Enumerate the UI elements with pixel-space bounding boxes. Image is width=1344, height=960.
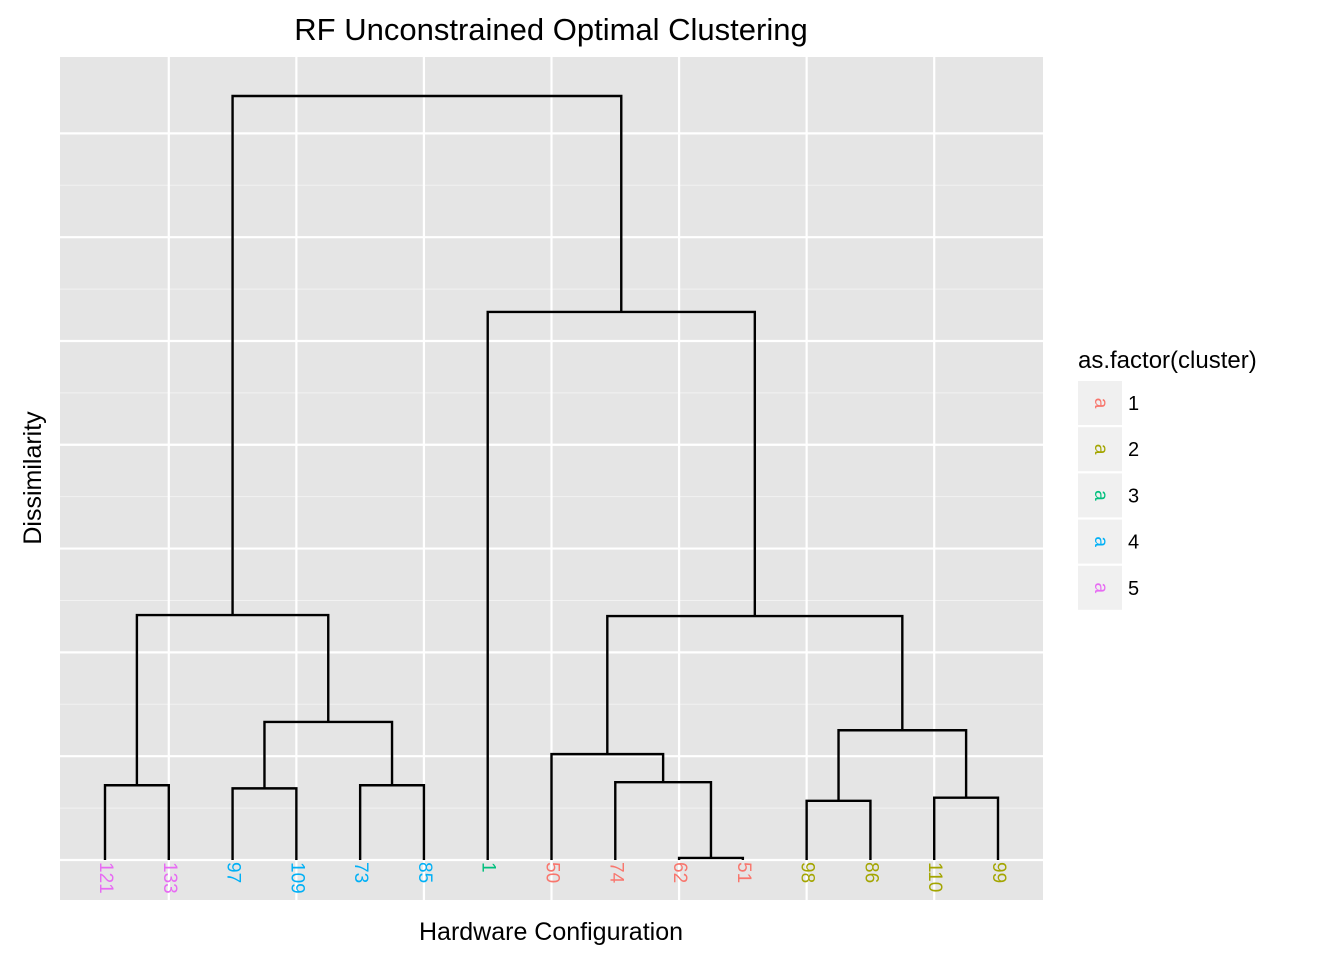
legend-key	[1078, 381, 1122, 425]
leaf-label: 73	[350, 862, 371, 883]
legend-glyph: a	[1090, 444, 1111, 455]
leaf-label: 85	[414, 862, 435, 883]
leaf-label: 121	[95, 862, 116, 894]
legend-items: a 1a 2a 3a 4a 5	[1078, 381, 1139, 610]
legend-key	[1078, 565, 1122, 610]
leaf-label: 74	[605, 862, 626, 884]
leaf-label: 97	[223, 862, 244, 883]
chart-title: RF Unconstrained Optimal Clustering	[294, 12, 807, 47]
legend-key	[1078, 473, 1122, 518]
leaf-label: 99	[988, 862, 1009, 883]
dendrogram-links	[103, 94, 1000, 860]
legend-key	[1078, 427, 1122, 472]
legend-glyph: a	[1090, 398, 1111, 409]
legend-glyph: a	[1090, 536, 1111, 547]
leaf-label: 110	[924, 862, 945, 892]
leaf-label: 50	[541, 862, 562, 883]
legend-glyph: a	[1090, 583, 1111, 594]
leaf-label: 1	[478, 862, 499, 873]
leaf-label: 109	[286, 862, 307, 894]
legend-glyph: a	[1090, 490, 1111, 501]
leaf-label: 133	[159, 862, 180, 894]
legend: as.factor(cluster) a 1a 2a 3a 4a 5	[1078, 347, 1257, 610]
x-axis-title: Hardware Configuration	[419, 918, 683, 946]
legend-label: 3	[1128, 485, 1139, 507]
leaf-label: 62	[669, 862, 690, 883]
leaf-label: 51	[733, 862, 754, 883]
legend-key	[1078, 519, 1122, 564]
leaf-label: 98	[797, 862, 818, 883]
leaf-labels: 121 133 97 109 73 85 1 50 74 62 51 98 86 110 99	[95, 862, 1009, 894]
legend-label: 5	[1128, 578, 1139, 600]
legend-label: 1	[1128, 393, 1139, 415]
leaf-label: 86	[860, 862, 881, 883]
legend-label: 2	[1128, 439, 1139, 461]
legend-label: 4	[1128, 532, 1139, 554]
dendrogram-link	[231, 94, 623, 616]
y-axis-title: Dissimilarity	[19, 411, 47, 545]
legend-title: as.factor(cluster)	[1078, 347, 1257, 374]
